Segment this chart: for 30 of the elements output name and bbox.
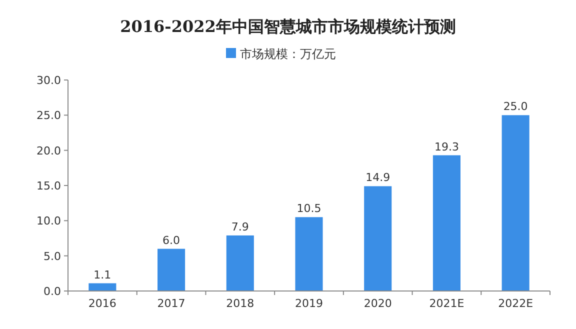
text: 7.9 bbox=[231, 220, 249, 234]
y-tick-label: 15.0 bbox=[36, 180, 61, 192]
text: 6.0 bbox=[162, 234, 180, 247]
y-tick-label: 10.0 bbox=[36, 214, 61, 228]
x-tick-label: 2021E bbox=[429, 297, 464, 310]
x-tick-label: 2022E bbox=[498, 297, 534, 310]
x-tick-label: 2018 bbox=[226, 297, 254, 310]
bar bbox=[502, 115, 530, 291]
bar bbox=[226, 235, 254, 291]
bar bbox=[364, 186, 392, 291]
text: 10.5 bbox=[296, 202, 322, 216]
text: 25.0 bbox=[503, 100, 528, 114]
text: 19.3 bbox=[434, 140, 459, 154]
bar bbox=[432, 155, 460, 291]
y-tick-label: 25.0 bbox=[36, 109, 61, 122]
x-tick-label: 2020 bbox=[364, 297, 392, 310]
text: 1.1 bbox=[94, 268, 112, 282]
y-tick-label: 30.0 bbox=[36, 74, 61, 87]
text: 14.9 bbox=[366, 171, 390, 184]
bar bbox=[158, 248, 186, 291]
bar bbox=[88, 283, 116, 291]
y-tick-label: 20.0 bbox=[36, 144, 61, 158]
x-tick-label: 2016 bbox=[88, 297, 116, 310]
chart-title: 2016-2022年中国智慧城市市场规模统计预测 bbox=[120, 17, 456, 36]
y-tick-label: 5.0 bbox=[44, 250, 61, 263]
bar bbox=[295, 217, 323, 291]
x-tick-label: 2017 bbox=[157, 297, 186, 310]
x-tick-label: 2019 bbox=[295, 297, 323, 310]
legend-label: 市场规模：万亿元 bbox=[240, 47, 336, 61]
y-tick-label: 0.0 bbox=[44, 285, 61, 298]
